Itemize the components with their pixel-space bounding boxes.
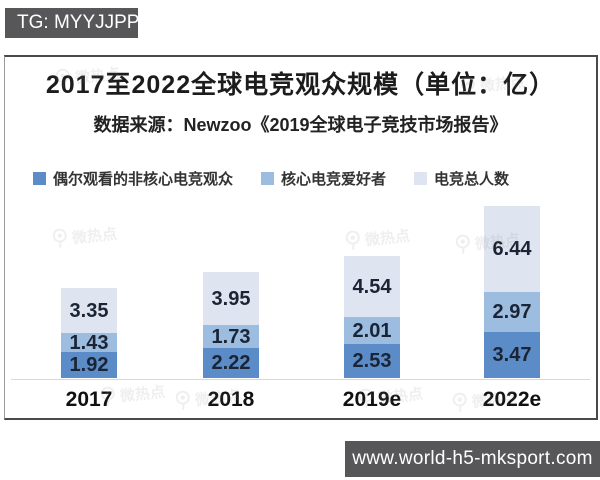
bar-segment-2022e-series1: 2.97 (484, 292, 540, 332)
x-axis-label-2018: 2018 (207, 388, 255, 411)
bar-2019e: 4.54 2.01 2.53 (344, 256, 400, 378)
bar-segment-2022e-series2: 6.44 (484, 206, 540, 292)
bar-value-label: 3.47 (492, 344, 532, 366)
bar-value-label: 2.53 (352, 350, 392, 372)
legend-item-total: 电竞总人数 (414, 168, 509, 189)
x-axis-label-2022e: 2022e (482, 388, 542, 411)
bar-2017: 3.35 1.43 1.92 (61, 288, 117, 378)
legend-label-core: 核心电竞爱好者 (281, 171, 387, 188)
bar-segment-2017-series1: 1.43 (61, 333, 117, 352)
bar-segment-2022e-series0: 3.47 (484, 332, 540, 378)
bar-value-label: 1.73 (211, 325, 251, 348)
legend-item-core: 核心电竞爱好者 (261, 168, 386, 189)
bar-segment-2018-series2: 3.95 (203, 272, 259, 325)
chart-subtitle: 数据来源：Newzoo《2019全球电子竞技市场报告》 (93, 115, 508, 135)
legend: 偶尔观看的非核心电竞观众 核心电竞爱好者 电竞总人数 (33, 168, 509, 189)
bar-value-label: 2.22 (211, 352, 251, 374)
bar-value-label: 2.01 (352, 319, 392, 342)
bar-segment-2018-series0: 2.22 (203, 348, 259, 378)
legend-label-total: 电竞总人数 (434, 171, 510, 188)
website-banner: www.world-h5-mksport.com (345, 441, 600, 477)
legend-swatch-casual (33, 172, 46, 185)
x-axis-label-2019e: 2019e (342, 388, 402, 411)
bar-value-label: 6.44 (492, 238, 532, 260)
bar-segment-2017-series0: 1.92 (61, 352, 117, 378)
bar-2018: 3.95 1.73 2.22 (203, 272, 259, 378)
legend-item-casual: 偶尔观看的非核心电竞观众 (33, 168, 233, 189)
bar-value-label: 2.97 (492, 301, 532, 323)
legend-swatch-total (414, 172, 428, 185)
bar-segment-2017-series2: 3.35 (61, 288, 117, 333)
bar-value-label: 1.43 (69, 333, 109, 352)
bar-segment-2019e-series2: 4.54 (344, 256, 400, 317)
legend-label-casual: 偶尔观看的非核心电竞观众 (53, 171, 234, 188)
x-axis-line (11, 379, 590, 380)
chart-title: 2017至2022全球电竞观众规模（单位：亿） (45, 71, 556, 99)
x-axis-label-2017: 2017 (65, 388, 113, 411)
plot-area: 3.35 1.43 1.92 2017 3.95 1.73 2.22 2018 4.54 2.01… (5, 57, 596, 418)
bar-value-label: 3.35 (69, 299, 109, 322)
bar-value-label: 3.95 (211, 287, 251, 310)
bar-segment-2018-series1: 1.73 (203, 325, 259, 348)
chart-panel: 2017至2022全球电竞观众规模（单位：亿） 数据来源：Newzoo《2019… (4, 55, 598, 420)
bar-value-label: 4.54 (352, 275, 392, 298)
legend-swatch-core (261, 172, 275, 185)
bar-2022e: 6.44 2.97 3.47 (484, 206, 540, 378)
telegram-banner: TG: MYYJJPP (5, 8, 139, 38)
bar-segment-2019e-series1: 2.01 (344, 317, 400, 344)
bar-segment-2019e-series0: 2.53 (344, 344, 400, 378)
bar-value-label: 1.92 (69, 354, 109, 376)
